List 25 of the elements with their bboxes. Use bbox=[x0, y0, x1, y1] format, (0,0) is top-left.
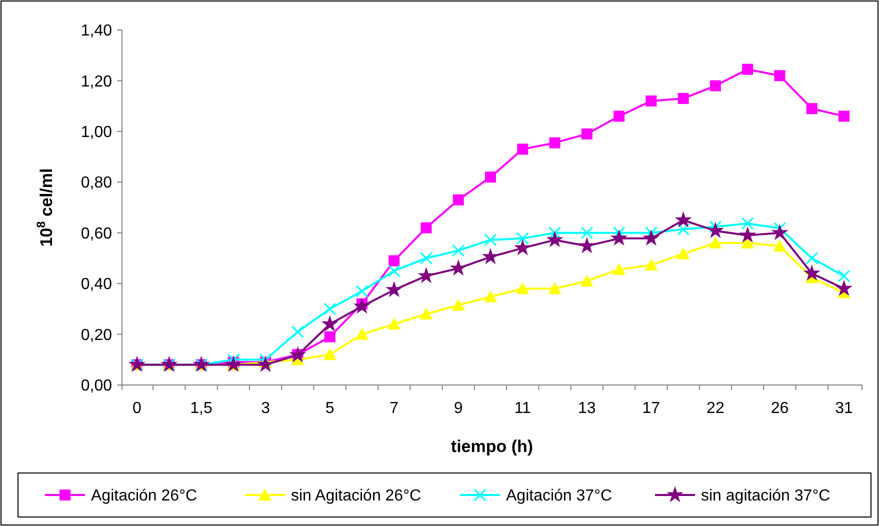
x-tick-label: 9 bbox=[454, 400, 463, 417]
y-tick-label: 1,40 bbox=[80, 22, 112, 40]
y-tick-label: 1,00 bbox=[80, 124, 112, 142]
legend-label: sin Agitación 26°C bbox=[291, 488, 422, 505]
legend-label: Agitación 37°C bbox=[506, 488, 612, 505]
x-tick-label: 31 bbox=[835, 400, 853, 417]
x-tick-label: 3 bbox=[261, 400, 270, 417]
x-tick-label: 0 bbox=[132, 400, 142, 417]
y-tick-label: 0,80 bbox=[80, 174, 112, 192]
legend-label: Agitación 26°C bbox=[91, 488, 198, 505]
x-tick-label: 26 bbox=[770, 400, 789, 417]
x-axis-title: tiempo (h) bbox=[450, 437, 534, 456]
y-tick-label: 0,60 bbox=[80, 225, 112, 242]
x-tick-label: 5 bbox=[325, 400, 334, 417]
x-tick-label: 1,5 bbox=[190, 400, 212, 417]
legend-label: sin agitación 37°C bbox=[701, 488, 830, 505]
y-tick-label: 0,40 bbox=[80, 276, 112, 294]
x-tick-label: 7 bbox=[390, 400, 399, 417]
x-tick-label: 22 bbox=[706, 400, 724, 417]
y-tick-label: 1,20 bbox=[80, 73, 112, 90]
y-tick-label: 0,00 bbox=[80, 378, 112, 395]
x-tick-label: 11 bbox=[514, 400, 532, 417]
y-tick-label: 0,20 bbox=[80, 326, 112, 344]
x-tick-label: 17 bbox=[642, 400, 660, 417]
x-tick-label: 13 bbox=[578, 400, 596, 417]
